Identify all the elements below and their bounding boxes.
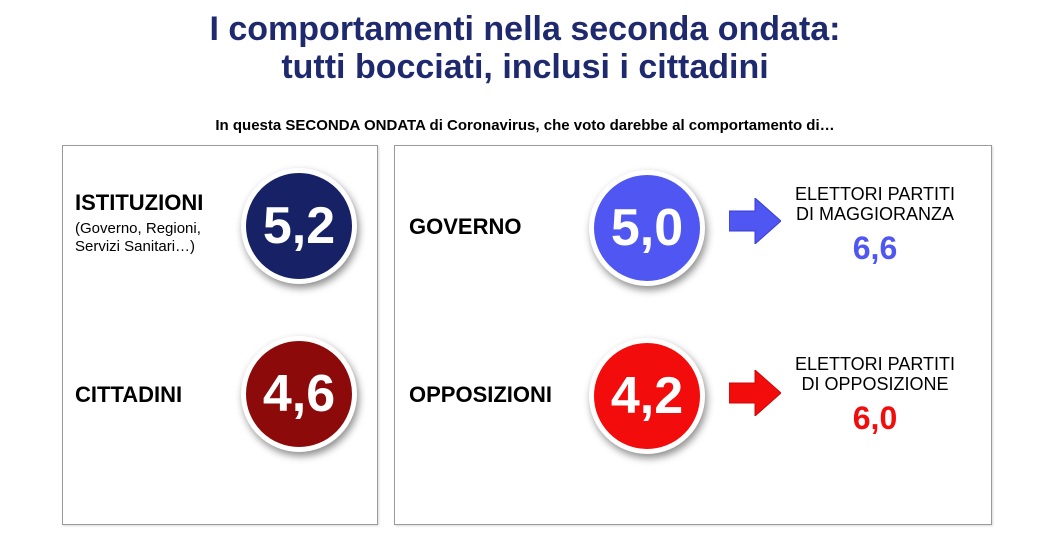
survey-question: In questa SECONDA ONDATA di Coronavirus,… xyxy=(215,117,835,134)
maggioranza-voters-line-2: DI MAGGIORANZA xyxy=(795,204,954,224)
right-arrow-icon xyxy=(729,370,781,416)
governo-score: 5,0 xyxy=(610,199,684,257)
maggioranza-voters-line-1: ELETTORI PARTITI xyxy=(794,184,956,204)
maggioranza-voters-text: ELETTORI PARTITI DI MAGGIORANZA xyxy=(765,184,985,224)
opposizioni-score: 4,2 xyxy=(610,367,684,425)
title-line-2: tutti bocciati, inclusi i cittadini xyxy=(281,48,769,86)
left-panel: ISTITUZIONI (Governo, Regioni, Servizi S… xyxy=(62,145,378,525)
cittadini-label: CITTADINI xyxy=(75,382,183,407)
istituzioni-score-circle: 5,2 xyxy=(241,168,357,284)
opposizione-voters-score: 6,0 xyxy=(852,400,898,436)
istituzioni-sublabel: (Governo, Regioni, Servizi Sanitari…) xyxy=(75,220,201,256)
opposizioni-score-circle: 4,2 xyxy=(589,338,705,454)
title: I comportamenti nella seconda ondata: tu… xyxy=(0,10,1050,86)
title-line-1: I comportamenti nella seconda ondata: xyxy=(209,10,841,48)
governo-label: GOVERNO xyxy=(409,214,522,239)
right-panel: GOVERNO 5,0 ELETTORI PARTITI DI MAGGIORA… xyxy=(394,145,992,525)
cittadini-score-circle: 4,6 xyxy=(241,336,357,452)
opposizione-voters-line-2: DI OPPOSIZIONE xyxy=(801,374,949,394)
right-arrow-icon xyxy=(729,198,781,244)
maggioranza-voters-score: 6,6 xyxy=(852,230,898,266)
opposizione-voters-line-1: ELETTORI PARTITI xyxy=(794,354,956,374)
governo-score-circle: 5,0 xyxy=(589,170,705,286)
istituzioni-sublabel-line-1: (Governo, Regioni, xyxy=(75,220,201,237)
istituzioni-sublabel-line-2: Servizi Sanitari…) xyxy=(75,238,196,255)
istituzioni-label: ISTITUZIONI xyxy=(75,190,204,215)
opposizioni-label: OPPOSIZIONI xyxy=(409,382,553,407)
cittadini-score: 4,6 xyxy=(262,365,336,423)
opposizione-voters-text: ELETTORI PARTITI DI OPPOSIZIONE xyxy=(765,354,985,394)
istituzioni-score: 5,2 xyxy=(262,197,336,255)
